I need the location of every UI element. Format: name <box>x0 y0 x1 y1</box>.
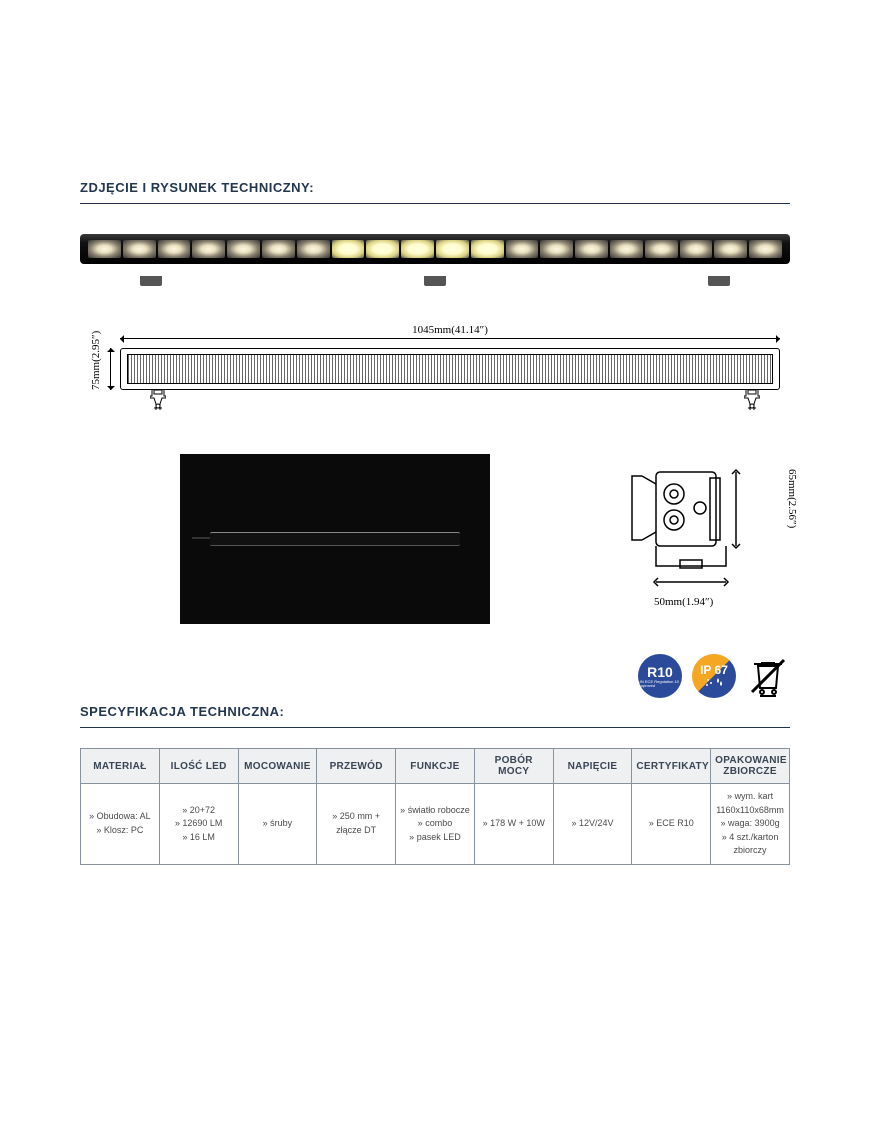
no-trash-icon <box>746 654 790 698</box>
dimension-height-label: 75mm(2.95″) <box>90 348 102 390</box>
spec-td: 178 W + 10W <box>474 784 553 865</box>
r10-badge-text: R10 <box>647 664 673 680</box>
dimension-side-depth-label: 50mm(1.94″) <box>654 596 713 608</box>
technical-drawing-front: 1045mm(41.14″) 75mm(2.95″) <box>80 324 790 434</box>
section-spec-title: SPECYFIKACJA TECHNICZNA: <box>80 704 790 719</box>
mount-foot-center <box>424 276 446 286</box>
drawing-foot-left <box>150 390 166 410</box>
dimension-side-height-label: 65mm(2.56″) <box>786 464 798 534</box>
spec-th: OPAKOWANIE ZBIORCZE <box>711 749 790 784</box>
ip67-dust-water-icon <box>704 676 724 688</box>
spec-th: MOCOWANIE <box>238 749 317 784</box>
spec-th: PRZEWÓD <box>317 749 396 784</box>
front-led-strip <box>127 354 773 384</box>
drawing-foot-right <box>744 390 760 410</box>
dimension-width-line <box>120 338 780 339</box>
spec-table-header-row: MATERIAŁ ILOŚĆ LED MOCOWANIE PRZEWÓD FUN… <box>81 749 790 784</box>
front-outline <box>120 348 780 390</box>
spec-td: 12V/24V <box>553 784 632 865</box>
ip67-badge-icon: IP 67 <box>692 654 736 698</box>
technical-drawing-side: 65mm(2.56″) 50mm(1.94″) <box>610 464 790 604</box>
spec-th: FUNKCJE <box>396 749 475 784</box>
rule-1 <box>80 203 790 204</box>
spec-th: ILOŚĆ LED <box>159 749 238 784</box>
spec-td: śruby <box>238 784 317 865</box>
spec-th: NAPIĘCIE <box>553 749 632 784</box>
product-photo <box>80 224 790 294</box>
spec-table: MATERIAŁ ILOŚĆ LED MOCOWANIE PRZEWÓD FUN… <box>80 748 790 865</box>
dimension-height-line <box>110 348 111 390</box>
spec-th: POBÓR MOCY <box>474 749 553 784</box>
spec-td: ECE R10 <box>632 784 711 865</box>
led-bar-body <box>80 234 790 264</box>
night-photo <box>180 454 490 624</box>
spec-td: 250 mm + złącze DT <box>317 784 396 865</box>
spec-td: Obudowa: AL Klosz: PC <box>81 784 160 865</box>
r10-badge-icon: R10 UN ECE Regulation 10 Approved <box>638 654 682 698</box>
certification-icons: R10 UN ECE Regulation 10 Approved IP 67 <box>80 654 790 698</box>
r10-badge-subtext: UN ECE Regulation 10 Approved <box>638 680 682 688</box>
spec-table-row: Obudowa: AL Klosz: PC 20+72 12690 LM 16 … <box>81 784 790 865</box>
spec-th: CERTYFIKATY <box>632 749 711 784</box>
dimension-width-label: 1045mm(41.14″) <box>120 324 780 336</box>
night-photo-bar <box>210 532 460 546</box>
mount-foot-left <box>140 276 162 286</box>
spec-th: MATERIAŁ <box>81 749 160 784</box>
mount-foot-right <box>708 276 730 286</box>
ip67-badge-text: IP 67 <box>700 664 728 676</box>
spec-td: światło robocze combo pasek LED <box>396 784 475 865</box>
spec-td: wym. kart 1160x110x68mm waga: 3900g 4 sz… <box>711 784 790 865</box>
spec-td: 20+72 12690 LM 16 LM <box>159 784 238 865</box>
rule-2 <box>80 727 790 728</box>
section-photo-title: ZDJĘCIE I RYSUNEK TECHNICZNY: <box>80 180 790 195</box>
